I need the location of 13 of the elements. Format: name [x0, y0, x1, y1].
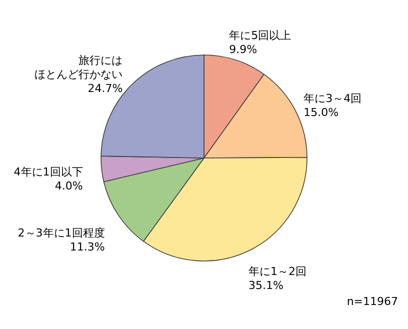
data-label: 24.7% [88, 82, 123, 95]
slice-label: 旅行にはほとんど行かない [34, 54, 123, 81]
data-label: 11.3% [70, 240, 105, 254]
slice-label: 2～3年に1回程度 [18, 226, 105, 240]
slice-label: 年に1～2回 [248, 264, 306, 278]
data-label: 35.1% [248, 278, 284, 292]
data-label: 9.9% [229, 43, 258, 56]
text: n=11967 [346, 295, 398, 308]
slice-label: 4年に1回以下 [14, 166, 83, 178]
data-label: 4.0% [54, 180, 83, 192]
data-label: 15.0% [304, 106, 339, 120]
slice-label: 年に3～4回 [304, 92, 362, 106]
slice-label: 年に5回以上 [229, 29, 292, 42]
